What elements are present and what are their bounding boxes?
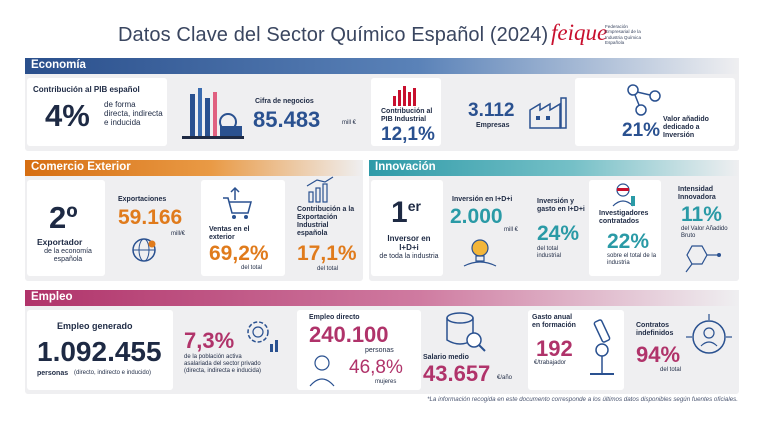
exportaciones-label: Exportaciones — [118, 196, 167, 203]
mujeres-value: 46,8% — [349, 357, 403, 378]
investigadores-value: 22% — [607, 230, 650, 253]
poblacion-desc: de la población activa asalariada del se… — [184, 354, 262, 374]
hexagon-molecule-icon — [685, 245, 721, 273]
researcher-icon — [612, 183, 635, 207]
poblacion-value: 7,3% — [184, 328, 235, 353]
intensidad-desc: del Valor Añadido Bruto — [681, 226, 728, 239]
empleo-generado-card: Empleo generado 1.092.455 personas (dire… — [27, 310, 173, 390]
vab-value: 21% — [622, 120, 661, 141]
formacion-card: Gasto anual en formación 192 €/trabajado… — [528, 310, 624, 390]
empresas-value: 3.112 — [468, 100, 515, 121]
factory-skyline-icon — [182, 88, 244, 139]
mujeres-label: mujeres — [375, 379, 397, 385]
indefinidos-value: 94% — [636, 342, 681, 367]
logo-word: feique — [551, 20, 608, 45]
intensidad-value: 11% — [681, 203, 722, 226]
formacion-unit: €/trabajador — [534, 360, 567, 366]
pib-industrial-value: 12,1% — [381, 124, 435, 145]
contribucion-export-label: Contribución a la Exportación Industrial… — [297, 206, 355, 237]
empleo-directo-card: Empleo directo 240.100 personas 46,8% mu… — [297, 310, 421, 390]
exportador-desc: de la economía española — [44, 248, 92, 263]
investigadores-card: Investigadores contratados 22% sobre el … — [589, 180, 661, 276]
negocios-label: Cifra de negocios — [255, 98, 314, 105]
contribucion-export-desc: del total — [317, 266, 339, 272]
gasto-id-label: Inversión y gasto en I+D+i — [537, 198, 585, 213]
formacion-label: Gasto anual en formación — [532, 314, 576, 329]
exportador-label: Exportador — [37, 237, 83, 247]
vab-label: Valor añadido dedicado a Inversión — [663, 116, 709, 139]
empleo-directo-label: Empleo directo — [309, 314, 360, 321]
gasto-id-value: 24% — [537, 222, 580, 245]
empleo-directo-unit: personas — [365, 347, 394, 354]
microscope-icon — [590, 319, 614, 375]
molecule-icon — [627, 84, 661, 116]
pib-industrial-label: Contribución al PIB Industrial — [381, 108, 433, 123]
worker-icon — [309, 355, 335, 387]
indefinidos-label: Contratos indefinidos — [636, 322, 674, 337]
ventas-label: Ventas en el exterior — [209, 226, 250, 241]
pib-card: Contribución al PIB español 4% de forma … — [27, 78, 167, 146]
negocios-unit: mill € — [342, 120, 357, 126]
shopping-cart-icon — [223, 186, 252, 219]
network-person-icon — [686, 314, 732, 354]
pib-desc: de forma directa, indirecta e inducida — [104, 100, 163, 127]
feique-logo: feique Federación Empresarial de la Indu… — [551, 20, 651, 50]
inversor-card: 1er Inversor en I+D+i de toda la industr… — [371, 180, 443, 276]
contribucion-export-value: 17,1% — [297, 242, 357, 265]
pib-industrial-card: Contribución al PIB Industrial 12,1% — [371, 78, 441, 146]
lightbulb-icon — [463, 239, 497, 267]
logo-tagline: Federación Empresarial de la Industria Q… — [605, 24, 641, 46]
empleo-directo-value: 240.100 — [309, 322, 389, 347]
inversion-id-value: 2.000 — [450, 205, 503, 228]
ventas-desc: del total — [241, 265, 263, 271]
exportaciones-value: 59.166 — [118, 206, 183, 229]
footer-note: *La información recogida en este documen… — [427, 396, 738, 403]
inversor-rank-sup: er — [407, 198, 421, 214]
empresas-label: Empresas — [476, 122, 510, 129]
vab-card: 21% Valor añadido dedicado a Inversión — [575, 78, 735, 146]
inversor-desc: de toda la industria — [379, 253, 439, 260]
empleo-generado-value: 1.092.455 — [37, 336, 162, 367]
factory-icon — [529, 97, 567, 129]
innovacion-header: Innovación — [369, 160, 739, 176]
investigadores-desc: sobre el total de la industria — [607, 253, 657, 266]
bar-chart-icon — [393, 86, 416, 106]
gear-growth-icon — [247, 321, 278, 352]
inversor-rank: 1er — [391, 196, 421, 230]
exportador-rank: 2º — [49, 200, 78, 235]
empleo-header: Empleo — [25, 290, 739, 306]
growth-chart-icon — [306, 176, 334, 203]
inversion-id-label: Inversión en I+D+i — [452, 196, 513, 203]
pib-label: Contribución al PIB español — [33, 85, 140, 94]
ventas-card: Ventas en el exterior 69,2% del total — [201, 180, 285, 276]
empleo-generado-label: Empleo generado — [57, 321, 133, 331]
empleo-generado-desc: (directo, indirecto e inducido) — [74, 370, 152, 376]
salario-unit: €/año — [497, 375, 513, 381]
formacion-value: 192 — [536, 336, 573, 361]
exportaciones-unit: mill/€ — [171, 231, 186, 237]
investigadores-label: Investigadores contratados — [599, 210, 649, 225]
globe-icon — [132, 238, 156, 262]
salario-value: 43.657 — [423, 361, 491, 386]
comercio-header: Comercio Exterior — [25, 160, 363, 176]
gasto-id-desc: del total industrial — [537, 246, 562, 259]
empleo-generado-unit: personas — [37, 370, 69, 377]
inversor-rank-number: 1 — [391, 196, 408, 229]
inversor-label: Inversor en I+D+i — [387, 234, 431, 252]
economia-header: Economía — [25, 58, 739, 74]
page-title: Datos Clave del Sector Químico Español (… — [118, 24, 549, 46]
database-search-icon — [446, 312, 486, 352]
negocios-value: 85.483 — [253, 107, 321, 132]
salario-label: Salario medio — [423, 354, 469, 361]
indefinidos-desc: del total — [660, 367, 682, 373]
intensidad-label: Intensidad Innovadora — [678, 186, 716, 201]
pib-value: 4% — [45, 98, 90, 133]
ventas-value: 69,2% — [209, 242, 269, 265]
inversion-id-unit: mill € — [504, 227, 519, 233]
exportador-card: 2º Exportador de la economía española — [27, 180, 105, 276]
